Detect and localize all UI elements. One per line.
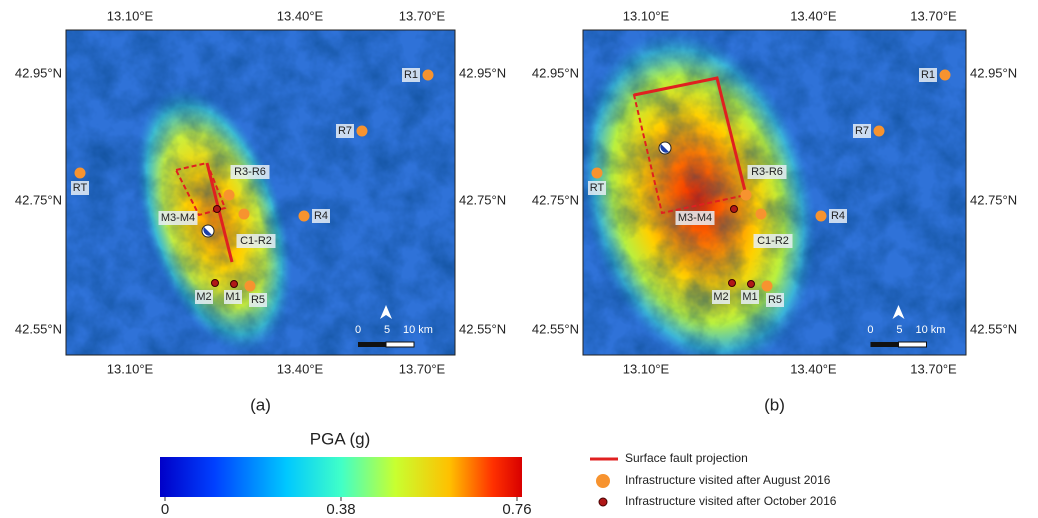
scale-label: 5	[896, 324, 902, 336]
scale-label: 0	[867, 324, 873, 336]
site-label: M2	[196, 291, 211, 303]
site-august	[239, 209, 250, 220]
site-august	[75, 168, 86, 179]
y-tick-label: 42.75°N	[970, 192, 1017, 207]
site-october	[212, 280, 219, 287]
site-october	[748, 281, 755, 288]
map-area	[66, 30, 455, 375]
x-tick-label: 13.10°E	[623, 361, 670, 376]
scale-label: 0	[355, 324, 361, 336]
x-tick-label: 13.70°E	[910, 361, 957, 376]
colorbar-tick-label: 0.38	[326, 501, 355, 518]
map-area	[542, 1, 966, 399]
scale-bar-white	[898, 342, 926, 347]
site-august	[756, 209, 767, 220]
scale-bar-black	[870, 342, 898, 347]
site-label: M3-M4	[161, 212, 195, 224]
x-tick-label: 13.70°E	[910, 8, 957, 23]
site-label: M1	[742, 291, 757, 303]
x-tick-label: 13.70°E	[399, 8, 446, 23]
site-label: RT	[590, 182, 605, 194]
y-tick-label: 42.55°N	[970, 321, 1017, 336]
site-label: R7	[855, 125, 869, 137]
y-tick-label: 42.95°N	[459, 65, 506, 80]
panel-label: (a)	[250, 395, 271, 414]
site-label: R3-R6	[751, 166, 783, 178]
legend-orange-dot	[596, 474, 610, 488]
legend-text: Infrastructure visited after October 201…	[625, 494, 837, 508]
legend-text: Infrastructure visited after August 2016	[625, 473, 831, 487]
scale-bar-black	[358, 342, 386, 347]
site-label: C1-R2	[240, 235, 272, 247]
site-label: R3-R6	[234, 166, 266, 178]
scale-bar-white	[386, 342, 414, 347]
site-august	[940, 70, 951, 81]
site-october	[231, 281, 238, 288]
legend-area: PGA (g) Surface fault projection Infrast…	[160, 429, 837, 517]
site-label: R4	[314, 210, 328, 222]
maps: 13.10°E 13.10°E 13.40°E 13.40°E 13.70°E 13.70…	[15, 1, 1017, 414]
site-august	[299, 211, 310, 222]
site-august	[592, 168, 603, 179]
figure: 13.10°E 13.10°E 13.40°E 13.40°E 13.70°E 13.70…	[0, 0, 1038, 518]
site-label: R1	[404, 69, 418, 81]
site-label: R7	[338, 125, 352, 137]
site-label: R1	[921, 69, 935, 81]
site-label: R4	[831, 210, 845, 222]
site-label: M2	[713, 291, 728, 303]
y-tick-label: 42.75°N	[532, 192, 579, 207]
scale-label: 5	[384, 324, 390, 336]
x-tick-label: 13.10°E	[107, 8, 154, 23]
site-label: R5	[768, 294, 782, 306]
site-october	[214, 206, 221, 213]
site-label: RT	[73, 182, 88, 194]
y-tick-label: 42.55°N	[15, 321, 62, 336]
x-tick-label: 13.40°E	[790, 361, 837, 376]
panel-label: (b)	[764, 395, 785, 414]
site-august	[245, 281, 256, 292]
colorbar-tick-label: 0	[161, 501, 169, 518]
x-tick-label: 13.40°E	[277, 8, 324, 23]
x-tick-label: 13.40°E	[277, 361, 324, 376]
site-label: R5	[251, 294, 265, 306]
site-label: C1-R2	[757, 235, 789, 247]
y-tick-label: 42.95°N	[15, 65, 62, 80]
x-tick-label: 13.70°E	[399, 361, 446, 376]
site-october	[729, 280, 736, 287]
site-august	[816, 211, 827, 222]
colorbar	[160, 457, 522, 497]
site-august	[357, 126, 368, 137]
y-tick-label: 42.55°N	[459, 321, 506, 336]
legend-darkred-dot	[599, 498, 607, 506]
colorbar-tick-label: 0.76	[502, 501, 531, 518]
x-tick-label: 13.10°E	[107, 361, 154, 376]
site-august	[224, 190, 235, 201]
x-tick-label: 13.40°E	[790, 8, 837, 23]
y-tick-label: 42.75°N	[459, 192, 506, 207]
y-tick-label: 42.95°N	[532, 65, 579, 80]
map-panel: 13.10°E 13.10°E 13.40°E 13.40°E 13.70°E 13.70…	[532, 1, 1017, 414]
scale-label: 10 km	[916, 324, 946, 336]
x-tick-label: 13.10°E	[623, 8, 670, 23]
site-label: M1	[225, 291, 240, 303]
map-panel: 13.10°E 13.10°E 13.40°E 13.40°E 13.70°E 13.70…	[15, 8, 506, 414]
site-august	[762, 281, 773, 292]
colorbar-title: PGA (g)	[310, 429, 370, 448]
legend-text: Surface fault projection	[625, 451, 748, 465]
site-august	[741, 190, 752, 201]
y-tick-label: 42.95°N	[970, 65, 1017, 80]
site-august	[874, 126, 885, 137]
site-october	[731, 206, 738, 213]
site-label: M3-M4	[678, 212, 712, 224]
scale-label: 10 km	[403, 324, 433, 336]
y-tick-label: 42.75°N	[15, 192, 62, 207]
y-tick-label: 42.55°N	[532, 321, 579, 336]
site-august	[423, 70, 434, 81]
